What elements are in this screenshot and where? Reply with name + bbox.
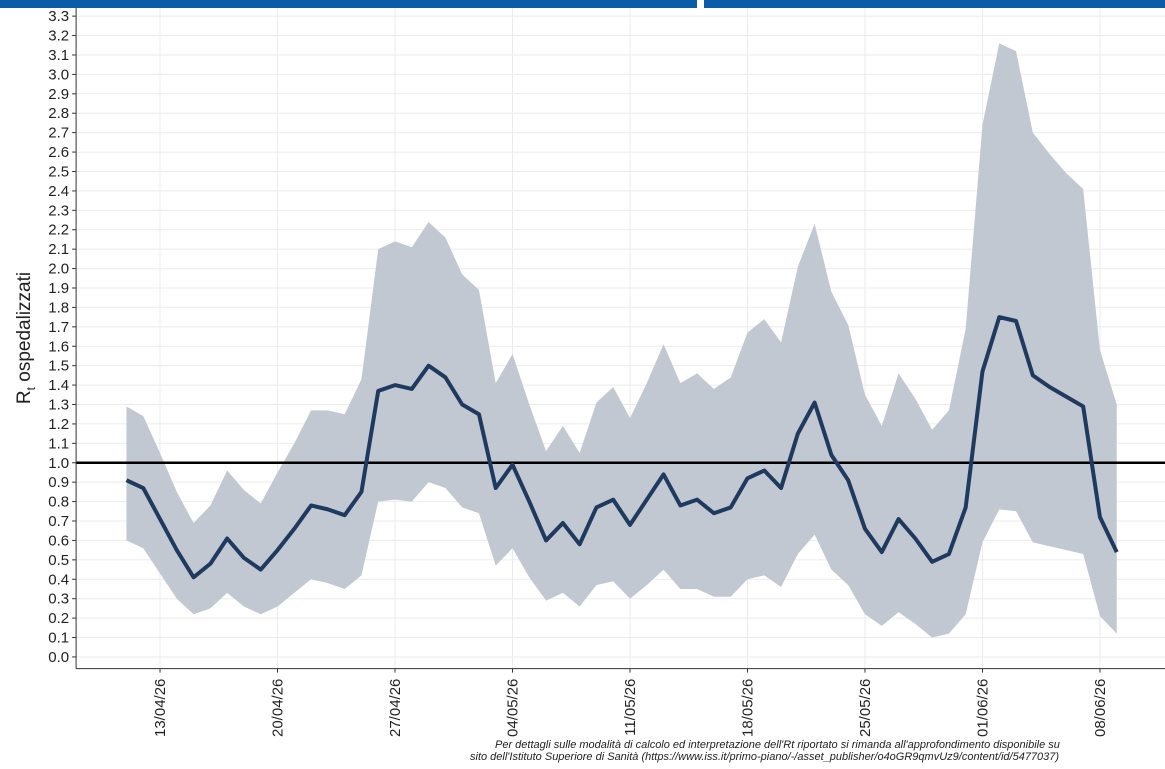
y-tick-label: 0.2 [48,610,69,627]
y-tick-label: 0.8 [48,494,69,511]
y-tick-label: 1.6 [48,338,69,355]
y-tick-label: 1.0 [48,455,69,472]
y-axis-label: Rt ospedalizzati [14,272,38,404]
y-label-sub: t [24,386,38,390]
header-bar [0,0,697,8]
y-tick-label: 2.9 [48,86,69,103]
y-tick-label: 2.1 [48,241,69,258]
x-tick-label: 25/05/26 [857,679,874,737]
y-tick-label: 0.7 [48,513,69,530]
caption: sito dell'Istituto Superiore di Sanità (… [470,751,1059,763]
y-label-rest: ospedalizzati [14,272,35,387]
y-tick-label: 2.6 [48,144,69,161]
y-tick-label: 0.4 [48,571,69,588]
y-tick-label: 0.5 [48,552,69,569]
x-tick-label: 18/05/26 [739,679,756,737]
y-tick-label: 3.3 [48,8,69,25]
line [125,315,1119,580]
confidence-band [126,43,1117,638]
y-tick-label: 0.3 [48,591,69,608]
x-tick-label: 08/06/26 [1092,679,1109,737]
x-tick-label: 20/04/26 [270,679,287,737]
y-tick-label: 0.6 [48,532,69,549]
y-tick-label: 3.1 [48,47,69,64]
y-tick-label: 1.2 [48,416,69,433]
y-tick-label: 1.4 [48,377,69,394]
caption: Per dettagli sulle modalità di calcolo e… [495,739,1060,751]
y-tick-label: 2.7 [48,125,69,142]
y-tick-label: 2.0 [48,261,69,278]
y-tick-label: 2.4 [48,183,69,200]
x-tick-label: 01/06/26 [974,679,991,737]
y-tick-label: 0.0 [48,649,69,666]
y-tick-label: 1.7 [48,319,69,336]
y-tick-label: 0.9 [48,474,69,491]
y-label-main: R [14,390,35,404]
x-tick-label: 11/05/26 [622,679,639,736]
y-tick-label: 1.5 [48,358,69,375]
y-tick-label: 1.3 [48,397,69,414]
x-tick-label: 13/04/26 [152,679,169,737]
y-tick-label: 2.2 [48,222,69,239]
x-tick-label: 27/04/26 [387,679,404,737]
y-tick-label: 1.8 [48,299,69,316]
y-tick-label: 3.2 [48,28,69,45]
y-tick-label: 2.3 [48,202,69,219]
y-tick-label: 2.8 [48,105,69,122]
y-tick-label: 1.1 [48,435,69,452]
y-tick-label: 0.1 [48,630,69,647]
header-bar [704,0,1165,8]
y-tick-label: 3.0 [48,66,69,83]
y-tick-label: 2.5 [48,163,69,180]
x-tick-label: 04/05/26 [505,679,522,737]
plot-area: 0.0 0.1 0.2 0.3 0.4 0.5 0.6 0.7 0.8 0.9 1.0 1.1 1.2 1… [48,0,1165,737]
y-tick-label: 1.9 [48,280,69,297]
